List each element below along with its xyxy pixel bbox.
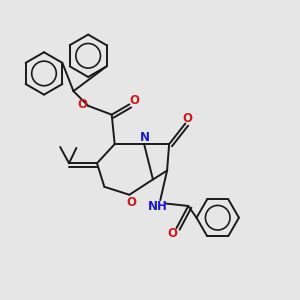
Text: O: O xyxy=(130,94,140,107)
Text: O: O xyxy=(127,196,137,209)
Text: N: N xyxy=(140,131,150,144)
Text: O: O xyxy=(167,227,177,240)
Text: NH: NH xyxy=(148,200,168,213)
Text: O: O xyxy=(183,112,193,125)
Text: O: O xyxy=(78,98,88,111)
